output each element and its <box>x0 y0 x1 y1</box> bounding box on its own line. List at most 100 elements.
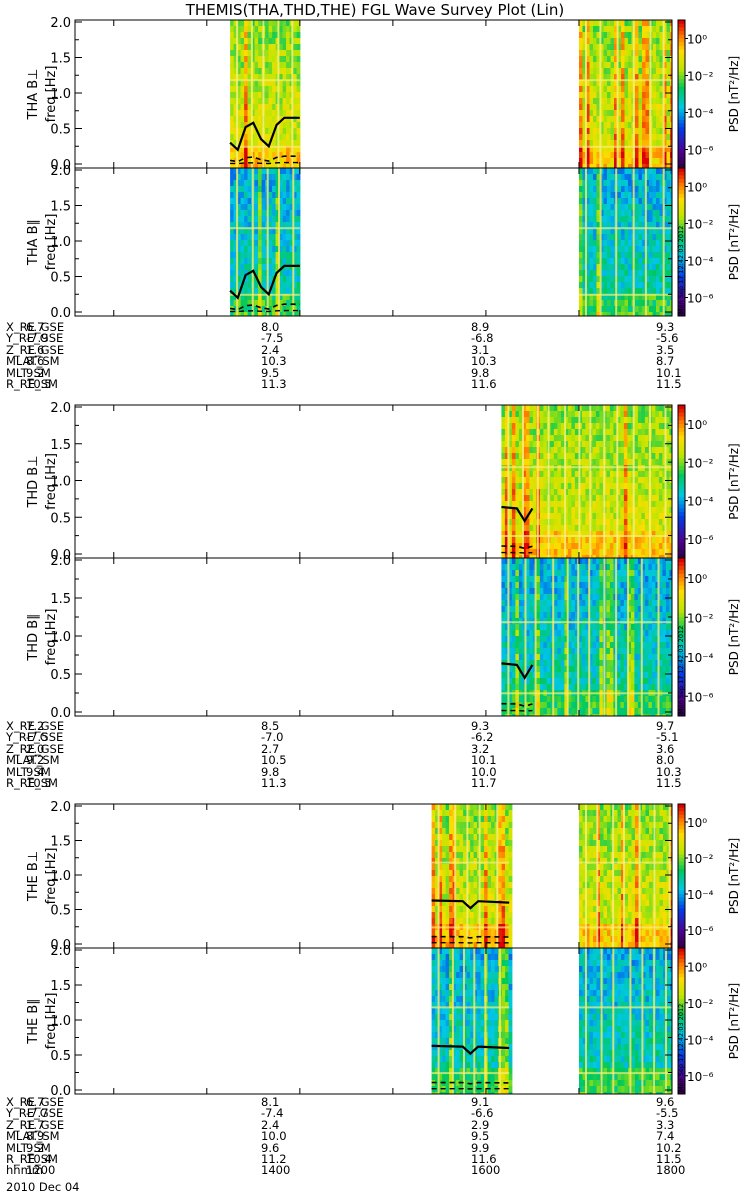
colorbar-tick-label: 10⁻² <box>687 456 714 470</box>
chart-title: THEMIS(THA,THD,THE) FGL Wave Survey Plot… <box>185 1 565 19</box>
ephemeris-value: 1200 <box>26 1163 56 1178</box>
colorbar: 10⁰ 10⁻² 10⁻⁴ 10⁻⁶ PSD [nT²/Hz] Mon Sep 17 12… <box>677 947 741 1095</box>
ephemeris-row: Z_RE_GSE 2.0 2.7 3.2 3.6 <box>6 741 696 756</box>
ephemeris-value: 11.3 <box>261 376 287 391</box>
y-tick-label: 0.0 <box>50 548 71 563</box>
ephemeris-value: 1.6 <box>26 342 45 357</box>
fractional-gyro-line <box>230 309 300 313</box>
ephemeris-label: MLT_SM <box>6 365 51 380</box>
ephemeris-block-thd: X_RE_GSE 7.2 8.5 9.3 9.7 Y_RE_GSE -7.5 -7.0 -6.2… <box>6 719 696 790</box>
ephemeris-value: 8.6 <box>26 354 45 369</box>
panel-yunit: freq [Hz] <box>44 993 59 1050</box>
colorbar-label: PSD [nT²/Hz] <box>727 443 741 519</box>
panel-tha-b-: 0.0 0.5 1.0 1.5 2.0 THA B∥ freq [Hz] 10⁰ 10⁻² 10⁻… <box>26 164 741 321</box>
panel-yunit: freq [Hz] <box>44 214 59 271</box>
colorbar-tick-label: 10⁻² <box>687 70 714 84</box>
ephemeris-value: 11.7 <box>471 775 497 790</box>
y-tick-label: 1.5 <box>50 200 71 215</box>
ephemeris-label: hhmm <box>6 1163 43 1178</box>
ephemeris-label: R_RE_SM <box>6 1151 58 1166</box>
colorbar: 10⁰ 10⁻² 10⁻⁴ 10⁻⁶ PSD [nT²/Hz] <box>677 19 741 169</box>
panel-ylabel: THE B⊥ <box>26 851 41 902</box>
colorbar-tick-label: 10⁻⁶ <box>687 690 714 704</box>
ephemeris-value: 11.5 <box>656 775 682 790</box>
ephemeris-row: Y_RE_GSE -7.7 -7.4 -6.6 -5.5 <box>6 1107 696 1119</box>
ephemeris-value: 9.6 <box>656 1095 675 1109</box>
colorbar-label: PSD [nT²/Hz] <box>727 204 741 280</box>
ephemeris-value: 9.8 <box>471 365 490 380</box>
colorbar-tick-label: 10⁻² <box>687 218 714 232</box>
ephemeris-value: 10.1 <box>471 753 497 768</box>
colorbar-tick-label: 10⁻⁶ <box>687 533 714 547</box>
panel-yunit: freq [Hz] <box>44 66 59 123</box>
fractional-gyro-line <box>431 1081 510 1085</box>
ephemeris-row: hhmm 1200 1400 1600 1800 <box>6 1163 696 1178</box>
ephemeris-label: X_RE_GSE <box>6 320 65 334</box>
ephemeris-label: R_RE_SM <box>6 775 58 790</box>
y-tick-label: 1.0 <box>50 475 71 490</box>
y-tick-label: 1.0 <box>50 235 71 250</box>
ephemeris-label: MLAT_SM <box>6 1129 60 1144</box>
ephemeris-row: Z_RE_GSE 1.6 2.4 3.1 3.5 <box>6 342 696 357</box>
y-tick-label: 2.0 <box>50 401 71 416</box>
panel-yunit: freq [Hz] <box>44 609 59 666</box>
y-tick-label: 2.0 <box>50 164 71 179</box>
y-tick-label: 1.5 <box>50 592 71 607</box>
colorbar-frame <box>677 947 686 1095</box>
ephemeris-value: 8.9 <box>471 320 490 334</box>
ephemeris-value: 9.9 <box>471 1140 490 1155</box>
colorbar-frame <box>677 557 686 717</box>
gyrofrequency-line <box>501 505 534 523</box>
date-label: 2010 Dec 04 <box>6 1180 80 1194</box>
timestamp-stamp: Mon Sep 17 12:42:03 2012 <box>677 1004 685 1092</box>
y-tick-label: 0.5 <box>50 668 71 683</box>
y-tick-label: 1.0 <box>50 630 71 645</box>
ephemeris-value: 1.7 <box>26 1117 45 1132</box>
y-tick-label: 2.0 <box>50 554 71 569</box>
ephemeris-value: 3.5 <box>656 342 675 357</box>
ephemeris-value: -6.8 <box>471 331 494 346</box>
colorbar-tick-label: 10⁻² <box>687 997 714 1011</box>
ephemeris-block-the: X_RE_GSE 6.7 8.1 9.1 9.6 Y_RE_GSE -7.7 -7.4 -6.6… <box>6 1095 696 1178</box>
gyrofrequency-line <box>501 662 534 680</box>
ephemeris-row: X_RE_GSE 7.2 8.5 9.3 9.7 <box>6 719 696 733</box>
ephemeris-row: Y_RE_GSE -7.9 -7.5 -6.8 -5.6 <box>6 331 696 346</box>
spectrogram <box>431 804 672 948</box>
panel-ylabel: THA B∥ <box>26 219 41 266</box>
ephemeris-value: 9.2 <box>26 365 45 380</box>
ephemeris-label: Z_RE_GSE <box>6 1117 65 1132</box>
ephemeris-row: MLAT_SM 8.9 10.0 9.5 7.4 <box>6 1129 696 1144</box>
ephemeris-label: MLT_SM <box>6 1140 51 1155</box>
panel-thd-b-: 0.0 0.5 1.0 1.5 2.0 THD B⊥ freq [Hz] 10⁰ 10⁻² 10⁻… <box>26 401 741 563</box>
y-tick-label: 0.0 <box>50 938 71 953</box>
ephemeris-value: -7.0 <box>261 730 284 745</box>
y-tick-label: 1.0 <box>50 87 71 102</box>
ephemeris-value: 2.9 <box>471 1117 490 1132</box>
ephemeris-label: Z_RE_GSE <box>6 342 65 357</box>
ephemeris-row: R_RE_SM 10.4 11.2 11.6 11.5 <box>6 1151 696 1166</box>
ephemeris-label: MLAT_SM <box>6 354 60 369</box>
colorbar-tick-label: 10⁰ <box>687 33 707 47</box>
colorbar-tick-label: 10⁰ <box>687 960 707 974</box>
ephemeris-value: 9.1 <box>471 1095 490 1109</box>
plot-frame <box>74 557 673 717</box>
ephemeris-label: Z_RE_GSE <box>6 741 65 756</box>
ephemeris-value: 10.3 <box>656 764 682 779</box>
ephemeris-value: 10.1 <box>656 365 682 380</box>
ephemeris-row: X_RE_GSE 6.7 8.0 8.9 9.3 <box>6 320 696 334</box>
colorbar-tick-label: 10⁻⁴ <box>687 255 714 269</box>
y-tick-label: 0.0 <box>50 1084 71 1099</box>
ephemeris-value: 10.2 <box>656 1140 682 1155</box>
ephemeris-value: 3.6 <box>656 741 675 756</box>
ephemeris-label: X_RE_GSE <box>6 719 65 733</box>
y-tick-label: 1.5 <box>50 835 71 850</box>
panel-ylabel: THD B∥ <box>26 613 41 661</box>
ephemeris-value: 9.7 <box>656 719 675 733</box>
ephemeris-value: 3.3 <box>656 1117 675 1132</box>
ephemeris-value: 11.6 <box>471 376 497 391</box>
colorbar-tick-label: 10⁻⁴ <box>687 495 714 509</box>
ephemeris-value: 10.0 <box>471 764 497 779</box>
colorbar-tick-label: 10⁰ <box>687 572 707 586</box>
ephemeris-value: 10.3 <box>471 354 497 369</box>
ephemeris-value: 10.5 <box>26 376 52 391</box>
